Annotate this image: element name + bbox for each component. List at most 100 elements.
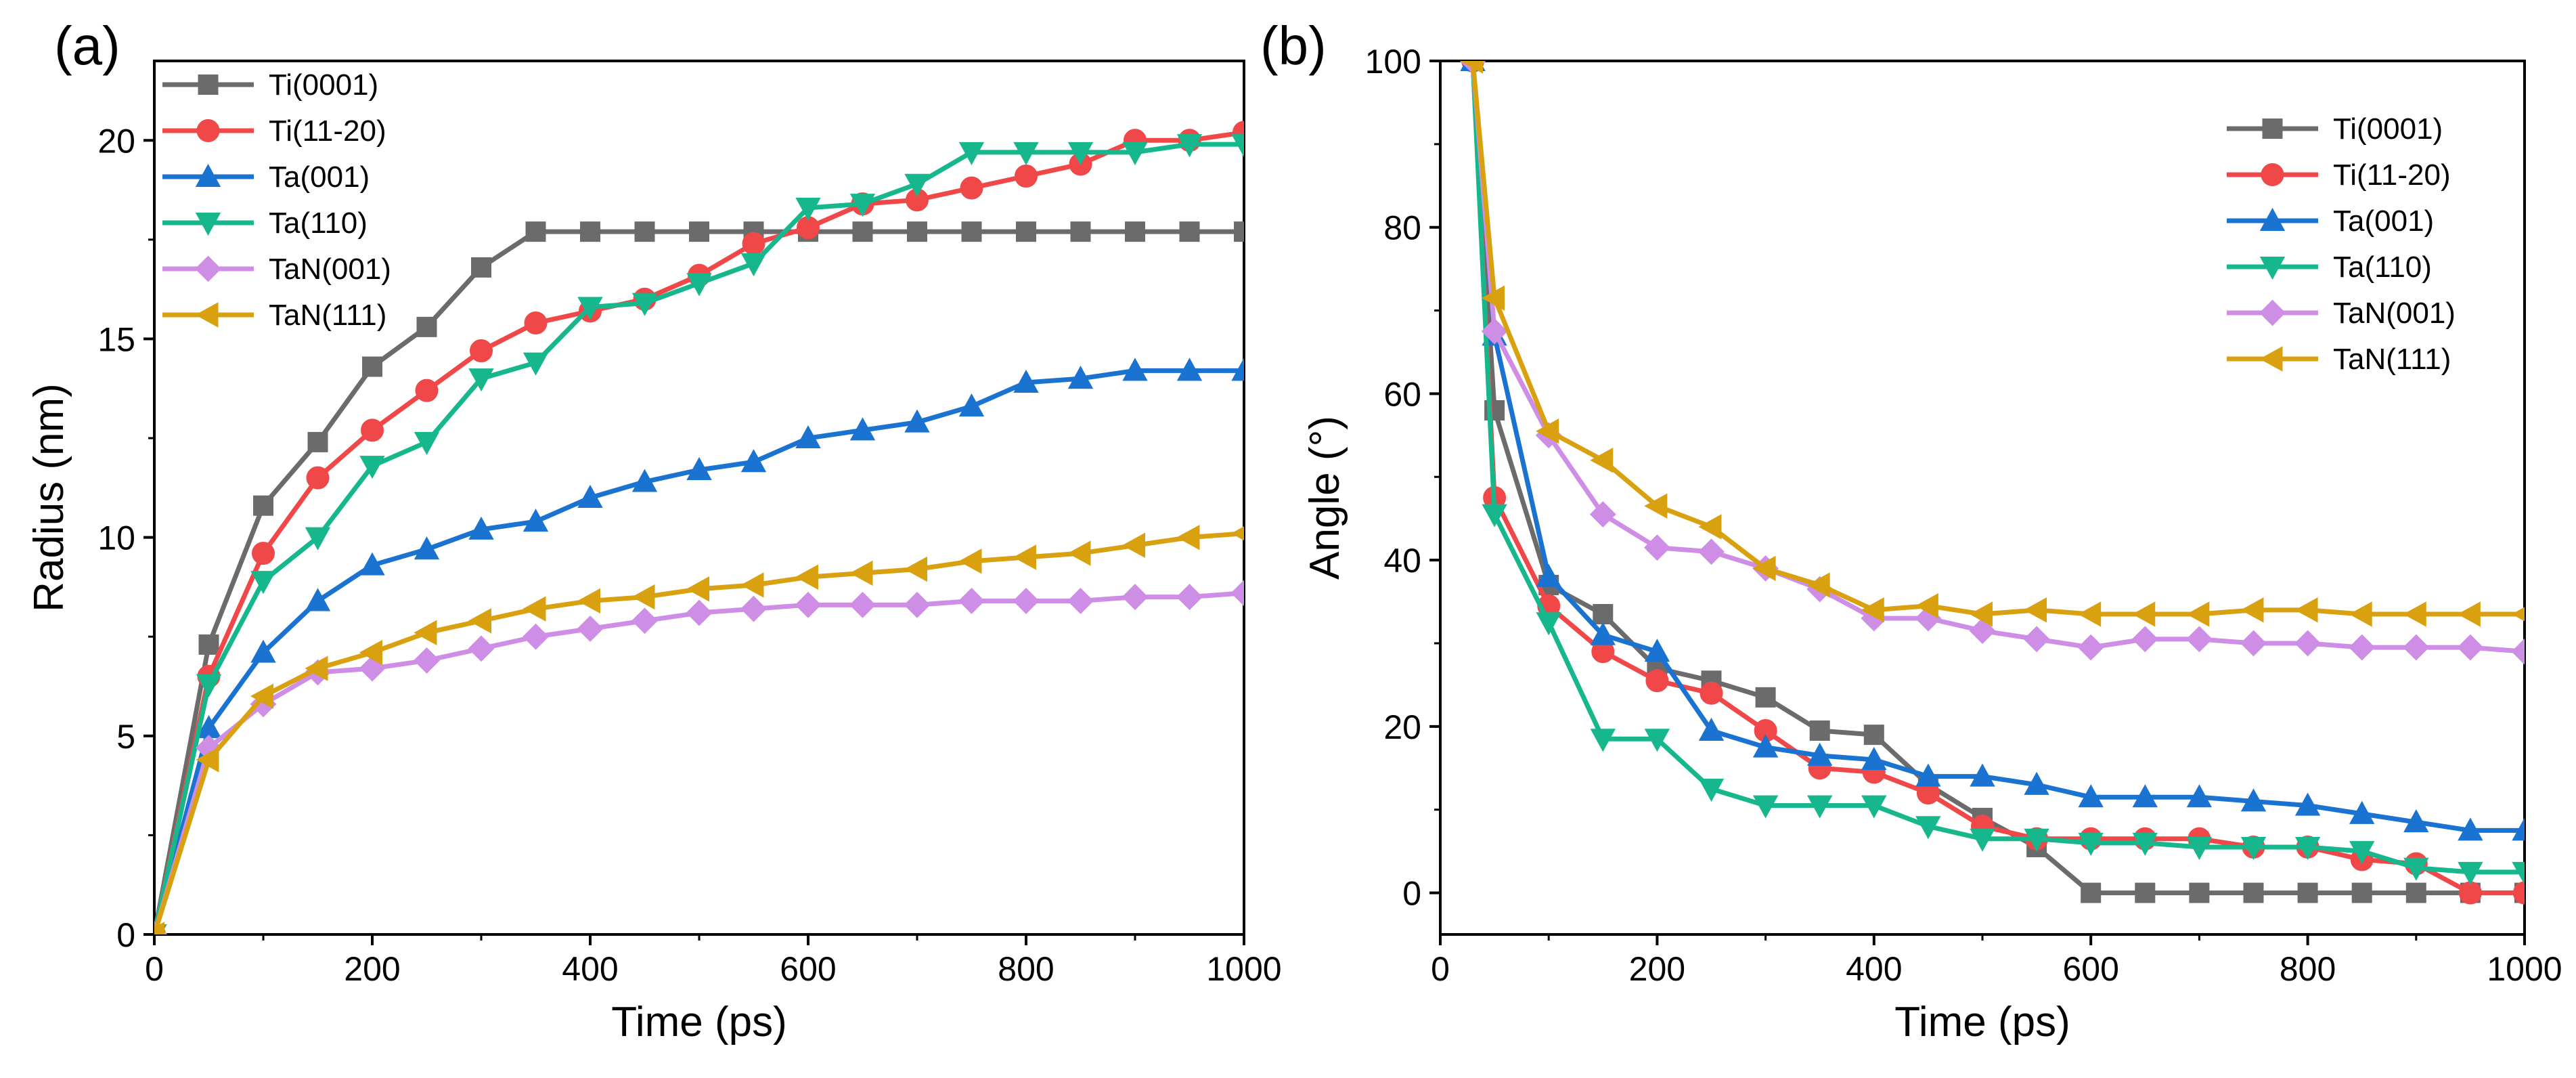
- data-point-tan-111: [1644, 493, 1668, 519]
- data-point-ta-001: [1861, 746, 1887, 770]
- data-point-ta-001: [305, 588, 331, 611]
- data-point-ti-0001: [634, 221, 655, 242]
- data-point-tan-111: [740, 572, 764, 598]
- data-point-tan-001: [1643, 534, 1670, 561]
- data-point-ti-0001: [689, 221, 709, 242]
- legend-marker-ti-11-20: [2261, 163, 2284, 186]
- data-point-tan-111: [1122, 532, 1145, 559]
- data-point-tan-001: [1969, 618, 1996, 644]
- data-point-tan-111: [154, 922, 164, 934]
- data-point-tan-111: [1482, 285, 1505, 311]
- data-point-ta-001: [1644, 639, 1670, 662]
- legend-marker-ti-0001: [2262, 118, 2283, 139]
- data-point-ti-0001: [307, 431, 328, 452]
- data-point-ta-001: [1698, 717, 1725, 741]
- x-tick-label: 600: [2062, 950, 2118, 988]
- data-point-ta-001: [2512, 817, 2525, 841]
- data-point-tan-111: [1013, 544, 1036, 570]
- legend-marker-tan-111: [2259, 346, 2283, 372]
- data-point-tan-111: [1806, 572, 1830, 598]
- y-tick-label: 15: [97, 320, 135, 358]
- data-point-ta-001: [1176, 358, 1203, 381]
- data-point-ta-110: [250, 571, 276, 595]
- x-axis-title: Time (ps): [1894, 999, 2070, 1045]
- data-point-tan-001: [2294, 630, 2322, 657]
- legend-marker-tan-111: [195, 302, 219, 328]
- data-point-tan-111: [1969, 601, 1993, 627]
- data-point-tan-111: [523, 596, 546, 622]
- data-point-ta-110: [1861, 795, 1887, 819]
- data-point-ta-110: [1013, 142, 1039, 165]
- data-point-ti-11-20: [742, 232, 765, 255]
- data-point-ti-11-20: [524, 311, 548, 335]
- series-tan-001: [154, 580, 1244, 934]
- data-point-ti-0001: [2189, 882, 2210, 903]
- legend-marker-ta-001: [195, 163, 221, 187]
- legend-label: Ti(11-20): [269, 114, 386, 148]
- data-point-tan-111: [1176, 524, 1200, 551]
- data-point-ta-110: [2186, 837, 2213, 861]
- data-point-ta-110: [1536, 612, 1561, 636]
- data-point-ti-0001: [362, 356, 382, 377]
- data-point-ta-001: [1590, 622, 1616, 645]
- panel-label: (a): [54, 16, 120, 76]
- data-point-ti-11-20: [1015, 165, 1038, 188]
- legend-item: TaN(111): [2227, 343, 2451, 376]
- data-point-tan-001: [1698, 538, 1725, 565]
- data-point-ta-001: [1807, 742, 1833, 766]
- data-point-ta-001: [2024, 771, 2049, 795]
- data-point-ta-110: [1231, 134, 1244, 158]
- data-point-tan-111: [849, 560, 873, 586]
- data-point-tan-111: [2132, 601, 2156, 627]
- legend-item: TaN(111): [162, 299, 386, 332]
- x-tick-label: 200: [1629, 950, 1685, 988]
- data-point-tan-111: [1915, 593, 1938, 619]
- data-point-tan-001: [2023, 626, 2050, 653]
- data-point-ta-110: [2458, 861, 2483, 885]
- data-point-tan-111: [904, 556, 927, 582]
- data-point-tan-001: [2403, 634, 2430, 661]
- data-point-ta-110: [359, 456, 385, 479]
- series-ta-110: [1465, 61, 2525, 885]
- data-point-tan-111: [631, 584, 655, 610]
- data-point-ti-11-20: [470, 339, 493, 363]
- data-point-ta-001: [849, 417, 876, 441]
- legend-item: Ti(0001): [2227, 112, 2443, 146]
- data-point-tan-001: [1122, 584, 1149, 611]
- data-point-tan-001: [577, 616, 604, 642]
- data-point-ti-0001: [471, 257, 491, 278]
- data-point-ta-110: [686, 273, 712, 297]
- legend-label: TaN(111): [2333, 343, 2451, 376]
- x-tick-label: 800: [998, 950, 1054, 988]
- data-point-ti-11-20: [252, 542, 275, 565]
- legend-label: Ta(001): [2333, 204, 2434, 238]
- data-point-tan-001: [2240, 630, 2267, 657]
- data-point-ti-0001: [1234, 221, 1244, 242]
- data-point-ta-110: [1807, 795, 1833, 819]
- data-point-ti-0001: [198, 634, 219, 655]
- data-point-ta-110: [2349, 841, 2375, 865]
- data-point-ta-001: [2132, 784, 2158, 808]
- data-point-ti-0001: [961, 221, 982, 242]
- y-tick-label: 40: [1383, 542, 1421, 580]
- data-point-tan-111: [2078, 601, 2102, 627]
- y-axis-title: Radius (nm): [26, 383, 72, 612]
- data-point-ta-110: [795, 197, 821, 221]
- data-point-ta-001: [2349, 800, 2375, 824]
- data-point-ti-11-20: [960, 176, 983, 200]
- data-point-ta-110: [1122, 142, 1148, 165]
- data-point-ti-0001: [852, 221, 873, 242]
- data-point-ta-110: [2132, 832, 2158, 856]
- data-point-ti-0001: [416, 316, 437, 337]
- data-point-tan-001: [1481, 318, 1508, 345]
- data-point-ta-110: [1176, 134, 1203, 158]
- data-point-tan-111: [1698, 514, 1722, 540]
- data-point-tan-111: [1536, 418, 1559, 444]
- data-point-ta-001: [1231, 358, 1244, 381]
- legend: Ti(0001) Ti(11-20) Ta(001) Ta(110) TaN(001) T…: [162, 68, 391, 332]
- series-line-tan-001: [154, 590, 1244, 934]
- data-point-tan-111: [795, 564, 818, 590]
- panel-b: (b) 0 200 400 600 800 1000 0 20 40 60 80 100 Time (ps…: [1260, 16, 2562, 1045]
- data-point-ta-001: [1915, 763, 1941, 787]
